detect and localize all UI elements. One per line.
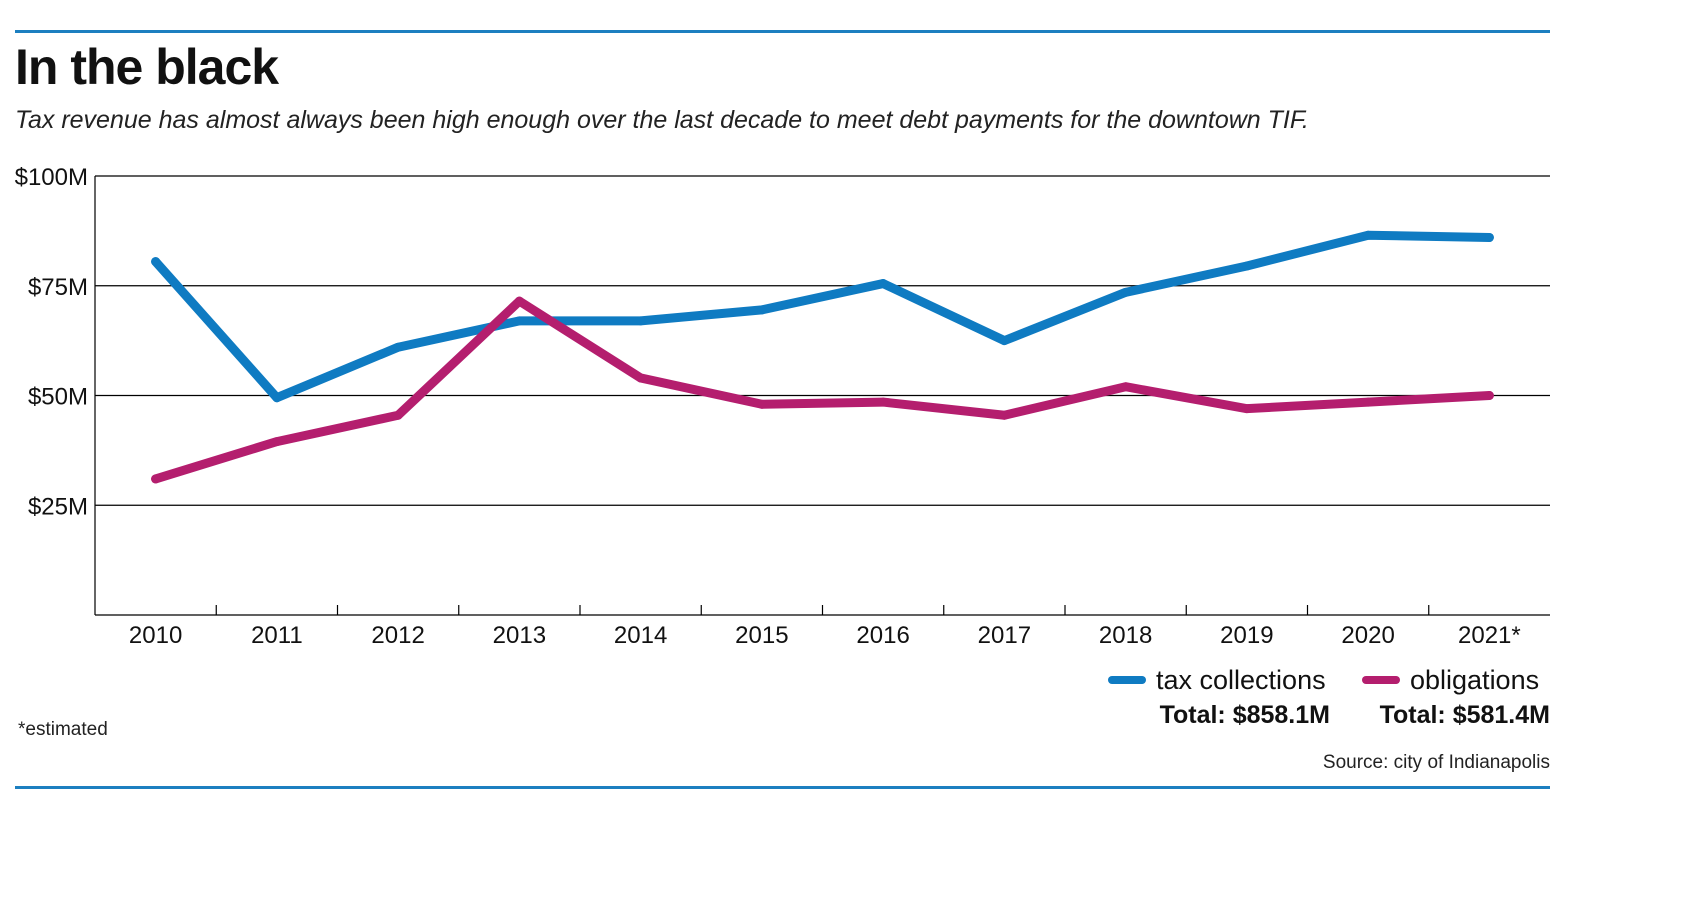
data-point — [514, 296, 524, 306]
bottom-rule — [15, 786, 1550, 789]
data-point — [1484, 232, 1494, 242]
data-point — [514, 316, 524, 326]
data-point — [636, 373, 646, 383]
x-tick-label: 2019 — [1220, 622, 1273, 649]
y-tick-label: $25M — [28, 493, 88, 520]
data-point — [272, 437, 282, 447]
data-point — [1363, 397, 1373, 407]
data-point — [999, 336, 1009, 346]
x-tick-label: 2021* — [1458, 622, 1521, 649]
data-point — [393, 342, 403, 352]
data-point — [1363, 230, 1373, 240]
chart-title: In the black — [15, 39, 279, 95]
footnote: *estimated — [18, 719, 108, 740]
legend-obligations: obligations Total: $581.4M — [1362, 663, 1550, 730]
top-rule — [15, 30, 1550, 33]
y-tick-label: $75M — [28, 274, 88, 301]
x-tick-label: 2016 — [856, 622, 909, 649]
data-point — [878, 279, 888, 289]
legend-total-obligations: Total: $581.4M — [1379, 701, 1550, 729]
gridlines — [95, 175, 1550, 506]
y-tick-label: $100M — [15, 164, 88, 191]
chart-subtitle: Tax revenue has almost always been high … — [15, 106, 1309, 134]
data-point — [1242, 261, 1252, 271]
legend-label-tax: tax collections — [1156, 664, 1326, 695]
legend-swatch-tax — [1108, 676, 1146, 684]
data-point — [757, 399, 767, 409]
data-series — [151, 230, 1494, 484]
data-point — [151, 474, 161, 484]
x-tick-label: 2013 — [493, 622, 546, 649]
x-tick-label: 2014 — [614, 622, 667, 649]
x-tick-label: 2011 — [251, 622, 303, 649]
x-tick-label: 2010 — [129, 622, 182, 649]
x-tick-label: 2015 — [735, 622, 788, 649]
x-tick-label: 2012 — [371, 622, 424, 649]
data-point — [1121, 382, 1131, 392]
data-point — [272, 393, 282, 403]
legend-tax-collections: tax collections Total: $858.1M — [1108, 663, 1330, 730]
data-point — [1242, 404, 1252, 414]
data-point — [878, 397, 888, 407]
data-point — [151, 257, 161, 267]
data-point — [1121, 287, 1131, 297]
x-tick-label: 2018 — [1099, 622, 1152, 649]
legend-swatch-obligations — [1362, 676, 1400, 684]
data-point — [636, 316, 646, 326]
legend-label-obligations: obligations — [1410, 664, 1540, 695]
axes: $25M $50M $75M $100M 2010 2011 2012 2013 2014 201… — [15, 164, 1550, 649]
x-tick-label: 2017 — [978, 622, 1031, 649]
x-tick-label: 2020 — [1341, 622, 1394, 649]
y-tick-label: $50M — [28, 384, 88, 411]
data-point — [757, 305, 767, 315]
source-note: Source: city of Indianapolis — [1322, 752, 1550, 773]
series-line-obligations — [151, 296, 1494, 484]
data-point — [393, 410, 403, 420]
series-line-tax-collections — [151, 230, 1494, 403]
data-point — [999, 410, 1009, 420]
legend-total-tax: Total: $858.1M — [1159, 701, 1330, 729]
data-point — [1484, 391, 1494, 400]
